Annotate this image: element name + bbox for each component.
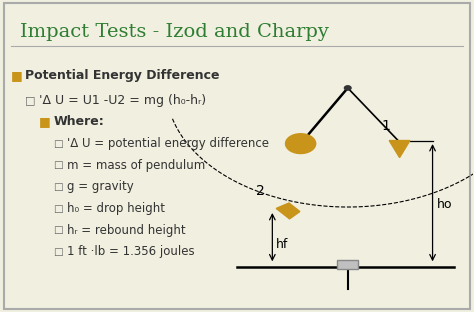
Text: 'Δ U = U1 -U2 = mg (h₀-hᵣ): 'Δ U = U1 -U2 = mg (h₀-hᵣ): [39, 94, 206, 107]
Text: hᵣ = rebound height: hᵣ = rebound height: [67, 224, 186, 237]
Text: hf: hf: [276, 238, 289, 251]
Text: ho: ho: [438, 198, 453, 211]
Text: m = mass of pendulum: m = mass of pendulum: [67, 159, 206, 172]
Text: Potential Energy Difference: Potential Energy Difference: [25, 69, 219, 82]
FancyBboxPatch shape: [337, 260, 358, 269]
Text: 1: 1: [381, 119, 390, 133]
Text: □: □: [25, 95, 36, 105]
Text: 1 ft ·lb = 1.356 joules: 1 ft ·lb = 1.356 joules: [67, 245, 195, 258]
Circle shape: [285, 134, 316, 154]
Text: □: □: [53, 139, 63, 149]
Text: Where:: Where:: [53, 115, 104, 129]
Text: ■: ■: [39, 115, 51, 129]
FancyBboxPatch shape: [4, 3, 470, 309]
Text: g = gravity: g = gravity: [67, 180, 134, 193]
Polygon shape: [276, 203, 300, 219]
Text: 2: 2: [256, 184, 265, 198]
Text: □: □: [53, 160, 63, 170]
Polygon shape: [389, 140, 410, 158]
Text: □: □: [53, 203, 63, 214]
Circle shape: [345, 86, 351, 90]
Text: □: □: [53, 225, 63, 235]
Text: 'Δ U = potential energy difference: 'Δ U = potential energy difference: [67, 137, 269, 150]
Text: Impact Tests - Izod and Charpy: Impact Tests - Izod and Charpy: [20, 23, 329, 41]
Text: h₀ = drop height: h₀ = drop height: [67, 202, 165, 215]
Text: ■: ■: [11, 69, 23, 82]
Text: □: □: [53, 247, 63, 257]
Text: □: □: [53, 182, 63, 192]
